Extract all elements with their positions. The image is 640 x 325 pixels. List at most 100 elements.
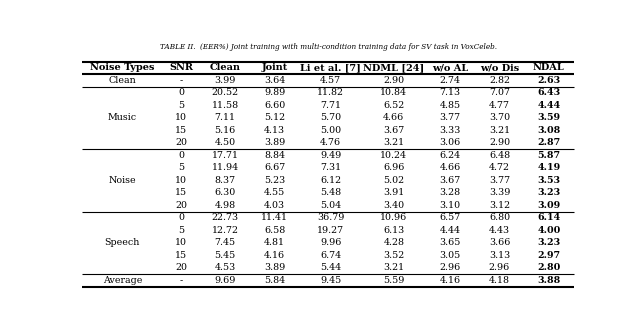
Text: 10.96: 10.96: [380, 214, 408, 222]
Text: 2.82: 2.82: [489, 76, 510, 85]
Text: 6.74: 6.74: [320, 251, 341, 260]
Text: Clean: Clean: [210, 63, 241, 72]
Text: 3.66: 3.66: [489, 239, 510, 247]
Text: 22.73: 22.73: [212, 214, 239, 222]
Text: 9.89: 9.89: [264, 88, 285, 97]
Text: 3.67: 3.67: [383, 126, 404, 135]
Text: 6.52: 6.52: [383, 101, 404, 110]
Text: 4.03: 4.03: [264, 201, 285, 210]
Text: 4.53: 4.53: [214, 264, 236, 272]
Text: 4.57: 4.57: [320, 76, 341, 85]
Text: Joint: Joint: [261, 63, 287, 72]
Text: 10: 10: [175, 239, 188, 247]
Text: 20: 20: [175, 201, 188, 210]
Text: 3.89: 3.89: [264, 138, 285, 147]
Text: 5.59: 5.59: [383, 276, 404, 285]
Text: 7.07: 7.07: [489, 88, 510, 97]
Text: 6.30: 6.30: [214, 188, 236, 197]
Text: 2.96: 2.96: [489, 264, 510, 272]
Text: 6.80: 6.80: [489, 214, 510, 222]
Text: 0: 0: [178, 88, 184, 97]
Text: 4.13: 4.13: [264, 126, 285, 135]
Text: 2.63: 2.63: [537, 76, 561, 85]
Text: 3.70: 3.70: [489, 113, 510, 122]
Text: 4.16: 4.16: [440, 276, 461, 285]
Text: 7.45: 7.45: [214, 239, 236, 247]
Text: 7.13: 7.13: [440, 88, 461, 97]
Text: Clean: Clean: [108, 76, 136, 85]
Text: 5.00: 5.00: [320, 126, 341, 135]
Text: 6.24: 6.24: [440, 151, 461, 160]
Text: 4.44: 4.44: [440, 226, 461, 235]
Text: 6.43: 6.43: [537, 88, 561, 97]
Text: 2.97: 2.97: [537, 251, 561, 260]
Text: 6.48: 6.48: [489, 151, 510, 160]
Text: 7.11: 7.11: [214, 113, 236, 122]
Text: 3.40: 3.40: [383, 201, 404, 210]
Text: 5.45: 5.45: [214, 251, 236, 260]
Text: 10: 10: [175, 113, 188, 122]
Text: 3.89: 3.89: [264, 264, 285, 272]
Text: 0: 0: [178, 151, 184, 160]
Text: 3.23: 3.23: [537, 188, 561, 197]
Text: 3.21: 3.21: [383, 264, 404, 272]
Text: NDML [24]: NDML [24]: [364, 63, 424, 72]
Text: 11.94: 11.94: [212, 163, 239, 172]
Text: 5: 5: [178, 101, 184, 110]
Text: 10.24: 10.24: [380, 151, 407, 160]
Text: 4.19: 4.19: [537, 163, 561, 172]
Text: 15: 15: [175, 126, 188, 135]
Text: 0: 0: [178, 214, 184, 222]
Text: 6.58: 6.58: [264, 226, 285, 235]
Text: 4.66: 4.66: [383, 113, 404, 122]
Text: 5.48: 5.48: [320, 188, 341, 197]
Text: 3.53: 3.53: [537, 176, 561, 185]
Text: Noise: Noise: [108, 176, 136, 185]
Text: 2.80: 2.80: [537, 264, 561, 272]
Text: 3.12: 3.12: [489, 201, 510, 210]
Text: NDAL: NDAL: [533, 63, 564, 72]
Text: Li et al. [7]: Li et al. [7]: [300, 63, 361, 72]
Text: 2.96: 2.96: [440, 264, 461, 272]
Text: -: -: [180, 76, 183, 85]
Text: 2.90: 2.90: [383, 76, 404, 85]
Text: 2.87: 2.87: [537, 138, 561, 147]
Text: 10: 10: [175, 176, 188, 185]
Text: 3.28: 3.28: [440, 188, 461, 197]
Text: 6.13: 6.13: [383, 226, 404, 235]
Text: 3.77: 3.77: [440, 113, 461, 122]
Text: 3.59: 3.59: [538, 113, 561, 122]
Text: 12.72: 12.72: [212, 226, 239, 235]
Text: 20: 20: [175, 138, 188, 147]
Text: Average: Average: [102, 276, 142, 285]
Text: -: -: [180, 276, 183, 285]
Text: 3.08: 3.08: [537, 126, 561, 135]
Text: 5: 5: [178, 226, 184, 235]
Text: 6.96: 6.96: [383, 163, 404, 172]
Text: 4.98: 4.98: [214, 201, 236, 210]
Text: 3.67: 3.67: [440, 176, 461, 185]
Text: 3.64: 3.64: [264, 76, 285, 85]
Text: 5: 5: [178, 163, 184, 172]
Text: 11.41: 11.41: [261, 214, 288, 222]
Text: 7.31: 7.31: [320, 163, 341, 172]
Text: 3.88: 3.88: [537, 276, 561, 285]
Text: Speech: Speech: [104, 239, 140, 247]
Text: 3.21: 3.21: [489, 126, 510, 135]
Text: 6.57: 6.57: [440, 214, 461, 222]
Text: 4.66: 4.66: [440, 163, 461, 172]
Text: 20: 20: [175, 264, 188, 272]
Text: w/o AL: w/o AL: [432, 63, 468, 72]
Text: 4.28: 4.28: [383, 239, 404, 247]
Text: 3.99: 3.99: [214, 76, 236, 85]
Text: 4.00: 4.00: [537, 226, 561, 235]
Text: 4.50: 4.50: [214, 138, 236, 147]
Text: 3.33: 3.33: [440, 126, 461, 135]
Text: 5.70: 5.70: [320, 113, 341, 122]
Text: 19.27: 19.27: [317, 226, 344, 235]
Text: 17.71: 17.71: [212, 151, 239, 160]
Text: 15: 15: [175, 251, 188, 260]
Text: 4.77: 4.77: [489, 101, 510, 110]
Text: 3.05: 3.05: [440, 251, 461, 260]
Text: Music: Music: [108, 113, 137, 122]
